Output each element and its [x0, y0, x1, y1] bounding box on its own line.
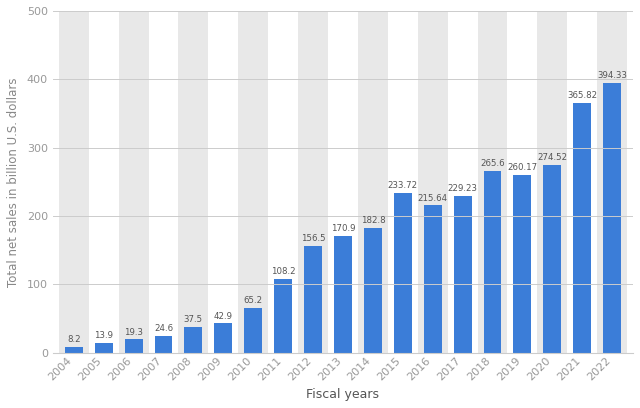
Bar — [597, 11, 627, 353]
Text: 156.5: 156.5 — [301, 234, 325, 243]
Text: 365.82: 365.82 — [567, 91, 597, 100]
Bar — [543, 165, 561, 353]
Bar — [154, 336, 173, 353]
Bar — [364, 228, 382, 353]
Text: 42.9: 42.9 — [214, 312, 233, 321]
Text: 13.9: 13.9 — [94, 331, 113, 340]
Bar — [513, 175, 531, 353]
Text: 65.2: 65.2 — [244, 296, 263, 305]
Bar — [59, 11, 89, 353]
Bar — [244, 308, 262, 353]
X-axis label: Fiscal years: Fiscal years — [307, 388, 380, 401]
Text: 215.64: 215.64 — [418, 193, 448, 202]
Bar — [418, 11, 447, 353]
Y-axis label: Total net sales in billion U.S. dollars: Total net sales in billion U.S. dollars — [7, 77, 20, 286]
Text: 265.6: 265.6 — [480, 160, 505, 169]
Text: 233.72: 233.72 — [388, 181, 418, 190]
Bar — [274, 279, 292, 353]
Bar — [484, 171, 502, 353]
Text: 260.17: 260.17 — [508, 163, 538, 172]
Bar — [238, 11, 268, 353]
Bar — [334, 236, 352, 353]
Bar — [358, 11, 388, 353]
Bar — [454, 196, 472, 353]
Bar — [424, 205, 442, 353]
Text: 182.8: 182.8 — [360, 216, 385, 225]
Bar — [179, 11, 209, 353]
Text: 229.23: 229.23 — [447, 184, 477, 193]
Text: 37.5: 37.5 — [184, 315, 203, 324]
Text: 108.2: 108.2 — [271, 267, 296, 276]
Bar — [298, 11, 328, 353]
Bar — [184, 327, 202, 353]
Text: 274.52: 274.52 — [537, 153, 568, 162]
Bar — [538, 11, 567, 353]
Bar — [394, 193, 412, 353]
Text: 170.9: 170.9 — [331, 224, 355, 233]
Text: 8.2: 8.2 — [67, 335, 81, 344]
Bar — [477, 11, 508, 353]
Bar — [95, 343, 113, 353]
Bar — [125, 339, 143, 353]
Bar — [65, 347, 83, 353]
Bar — [573, 103, 591, 353]
Text: 394.33: 394.33 — [597, 71, 627, 80]
Text: 24.6: 24.6 — [154, 324, 173, 333]
Text: 19.3: 19.3 — [124, 328, 143, 337]
Bar — [214, 323, 232, 353]
Bar — [304, 246, 322, 353]
Bar — [603, 83, 621, 353]
Bar — [118, 11, 148, 353]
